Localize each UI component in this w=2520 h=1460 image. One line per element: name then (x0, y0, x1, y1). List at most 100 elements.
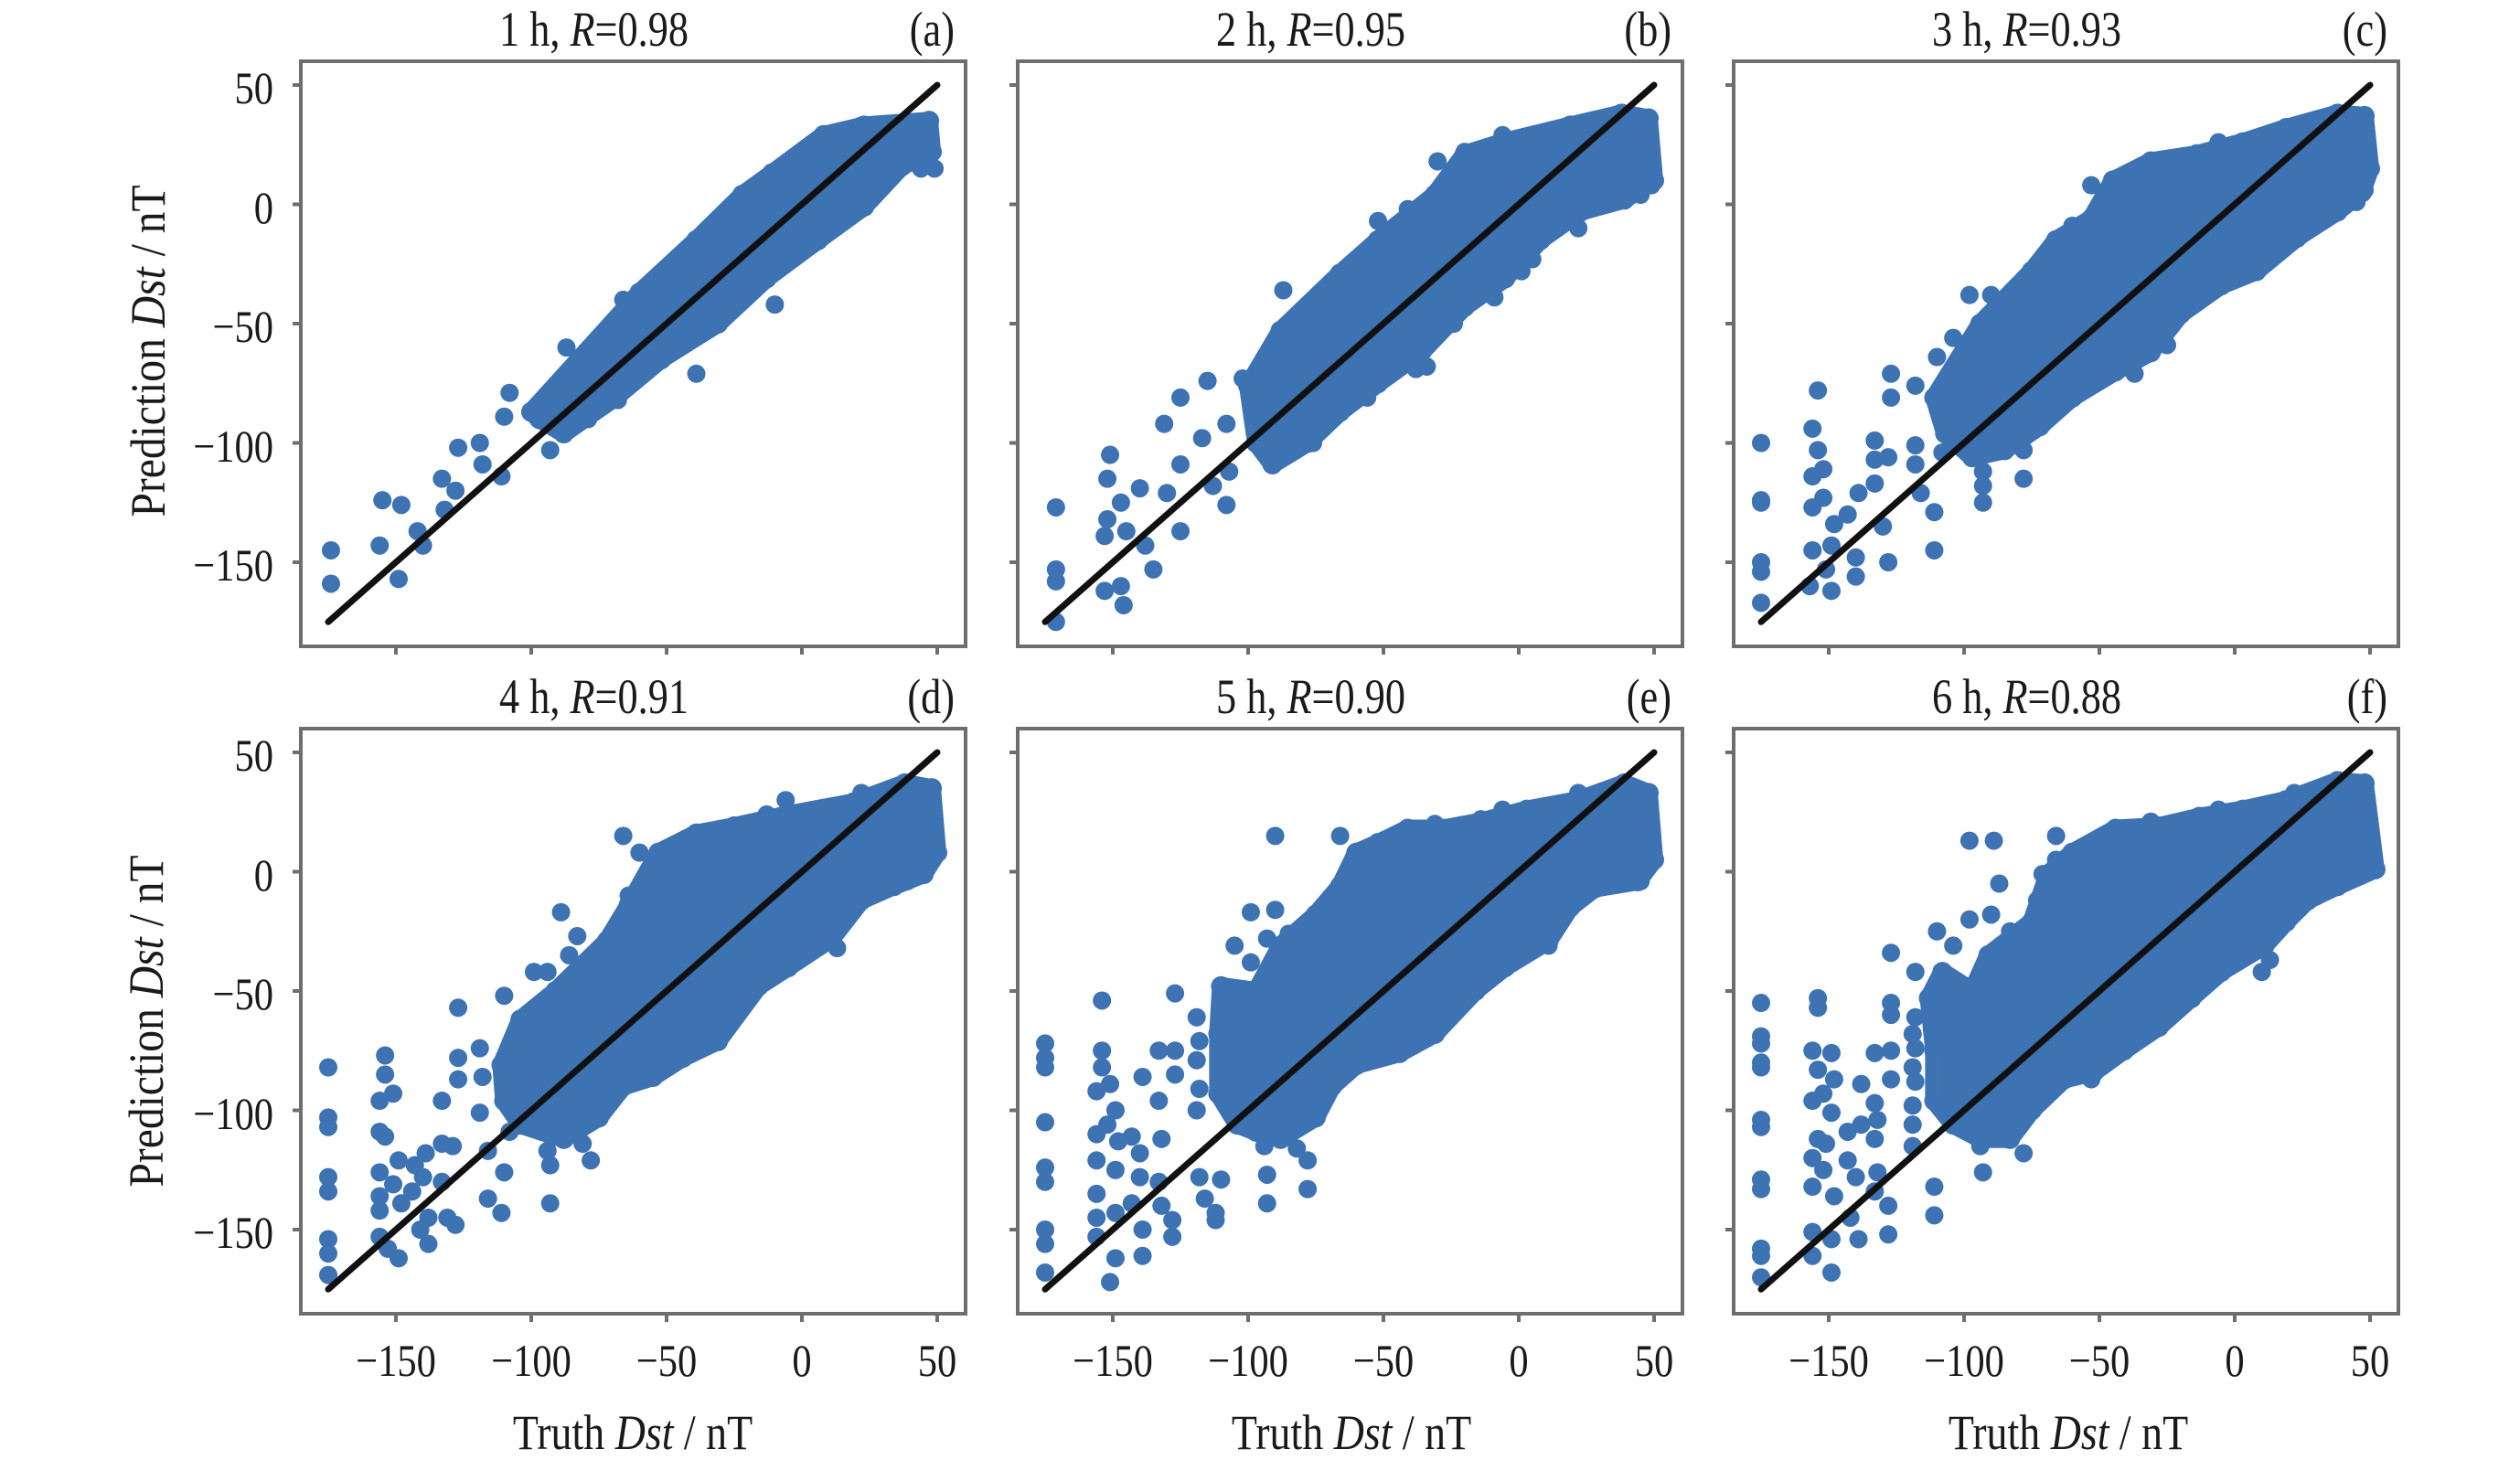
scatter-point (1368, 229, 1389, 250)
scatter-point (1846, 567, 1865, 586)
scatter-point (1036, 1234, 1054, 1253)
scatter-point (1852, 1115, 1871, 1135)
scatter-point (1298, 1151, 1318, 1170)
scatter-point (319, 1244, 337, 1263)
scatter-point (1163, 1210, 1182, 1230)
panel-f (1725, 727, 2400, 1322)
scatter-point (1865, 1093, 1885, 1113)
scatter-point (1257, 1165, 1276, 1184)
scatter-point (495, 986, 514, 1006)
scatter-point (376, 1127, 395, 1146)
scatter-point (1190, 1080, 1209, 1099)
scatter-point (1906, 1039, 1925, 1058)
x-tick-label: −150 (1789, 1335, 1869, 1386)
scatter-point (413, 1167, 432, 1187)
x-tick-label: −100 (491, 1335, 571, 1386)
scatter-point (613, 1076, 634, 1097)
scatter-point (1752, 1034, 1770, 1053)
scatter-point (1752, 1058, 1770, 1077)
scatter-point (2029, 416, 2050, 437)
scatter-point (1493, 800, 1512, 819)
scatter-point (1274, 281, 1293, 300)
scatter-point (1192, 429, 1212, 448)
title-lead: 5 h, (1216, 669, 1287, 724)
scatter-point (1087, 1082, 1106, 1101)
y-axis-label-top: Prediction Dst / nT (121, 110, 176, 592)
scatter-point (2187, 147, 2206, 166)
x-tick-label: −50 (635, 1335, 698, 1386)
title-r-value: =0.88 (2027, 669, 2122, 724)
y-tick-label: −150 (193, 1207, 273, 1258)
title-r-value: =0.95 (1311, 2, 1406, 57)
scatter-point (2285, 783, 2304, 803)
scatter-point (1814, 1160, 1833, 1179)
scatter-point (1425, 1023, 1446, 1044)
scatter-point (1279, 924, 1298, 943)
scatter-point (1932, 962, 1953, 983)
scatter-point (391, 1194, 411, 1213)
scatter-point (491, 1054, 512, 1075)
scatter-point (573, 1135, 593, 1154)
scatter-point (2209, 800, 2228, 819)
scatter-point (2254, 935, 2275, 956)
scatter-point (1306, 1107, 1326, 1128)
scatter-point (1925, 540, 1944, 559)
scatter-point (1130, 479, 1149, 498)
scatter-point (2209, 133, 2228, 152)
title-r-symbol: R (570, 2, 595, 57)
scatter-point (321, 574, 340, 593)
panel-d (293, 727, 967, 1322)
scatter-point (1803, 1148, 1822, 1167)
scatter-point (1036, 1220, 1054, 1239)
scatter-point (1970, 314, 1991, 334)
points-group (1752, 749, 2386, 1293)
scatter-point (1639, 783, 1660, 804)
scatter-point (2354, 105, 2376, 126)
scatter-point (1190, 1031, 1209, 1050)
scatter-point (1752, 1117, 1770, 1136)
scatter-point (1257, 1194, 1276, 1213)
scatter-point (1265, 901, 1285, 920)
scatter-point (1485, 288, 1504, 307)
scatter-point (1287, 1139, 1307, 1158)
scatter-point (1970, 1136, 1990, 1156)
x-axis-label-suffix: / nT (1392, 1405, 1472, 1460)
scatter-point (2000, 1128, 2021, 1149)
scatter-point (1752, 493, 1770, 512)
scatter-point (1961, 981, 1982, 1001)
x-axis-label-prefix: Truth (1231, 1405, 1334, 1460)
scatter-point (582, 1151, 601, 1170)
scatter-point (1824, 1070, 1843, 1089)
scatter-point (2276, 911, 2297, 932)
scatter-point (1111, 577, 1130, 596)
scatter-point (1093, 1058, 1112, 1077)
scatter-point (1838, 505, 1857, 524)
scatter-point (1321, 1076, 1342, 1097)
scatter-point (1190, 1167, 1209, 1187)
scatter-point (500, 383, 519, 402)
scatter-point (1882, 943, 1901, 963)
scatter-point (446, 1215, 465, 1234)
scatter-point (2158, 336, 2176, 355)
scatter-point (922, 778, 943, 799)
scatter-point (1560, 115, 1581, 136)
scatter-point (1171, 522, 1190, 541)
x-tick-label: 50 (917, 1335, 957, 1386)
scatter-point (1865, 474, 1885, 493)
points-group (319, 749, 947, 1293)
scatter-point (2014, 469, 2034, 488)
scatter-point (1245, 981, 1266, 1001)
reference-line (325, 749, 941, 1293)
scatter-point (1195, 1189, 1214, 1209)
scatter-point (2062, 387, 2083, 408)
x-tick-label: 0 (792, 1335, 812, 1386)
x-tick-label: −100 (1208, 1335, 1288, 1386)
scatter-point (731, 185, 753, 206)
scatter-point (1346, 1054, 1367, 1075)
scatter-point (370, 536, 390, 555)
points-group (1036, 749, 1664, 1293)
panel-title: 6 h, R=0.88 (1932, 672, 2121, 721)
scatter-point (470, 1103, 489, 1123)
scatter-point (319, 1167, 337, 1187)
scatter-point (807, 229, 828, 250)
